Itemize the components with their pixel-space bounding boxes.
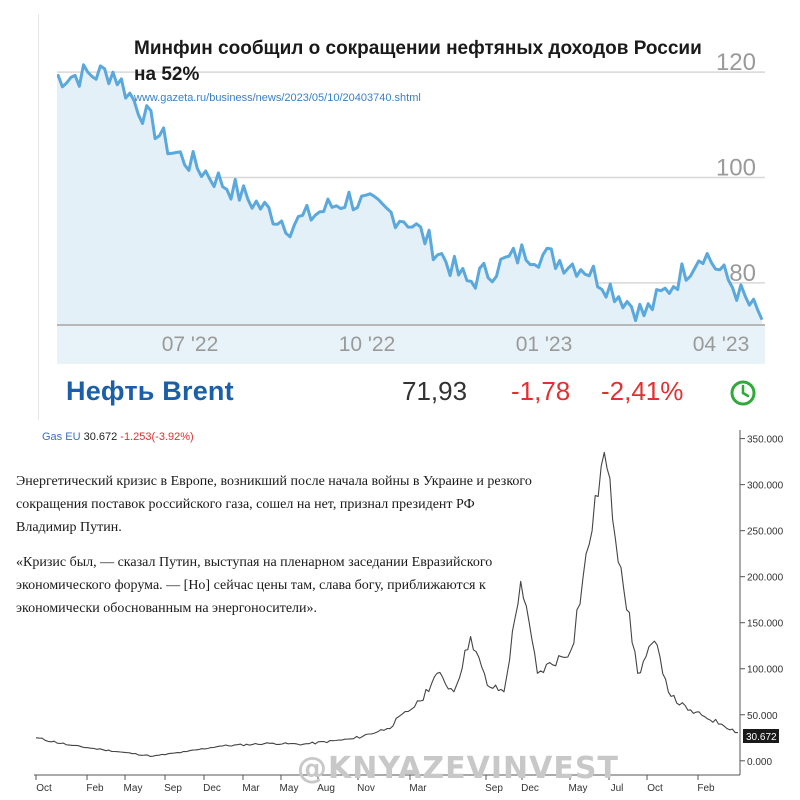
- gas-x-tick: May: [569, 783, 588, 794]
- right-frame: [768, 14, 800, 420]
- gas-chart: 350.000 300.000 250.000 200.000 150.000 100.0…: [34, 430, 784, 794]
- article-paragraph-1: Энергетический кризис в Европе, возникши…: [16, 474, 532, 535]
- gas-x-tick: Dec: [203, 783, 221, 794]
- gas-change: -1.253(-3.92%): [120, 431, 194, 443]
- gas-x-tick: Sep: [164, 783, 182, 794]
- brent-quote-row: Нефть Brent 71,93 -1,78 -2,41%: [56, 370, 768, 416]
- gas-header: Gas EU 30.672 -1.253(-3.92%): [42, 431, 194, 443]
- gas-y-tick: 350.000: [747, 435, 784, 446]
- gas-x-tick: May: [280, 783, 299, 794]
- gas-x-tick: Aug: [317, 783, 335, 794]
- gas-name: Gas EU: [42, 431, 81, 443]
- gas-x-tick: Sep: [485, 783, 503, 794]
- gas-x-tick: Feb: [697, 783, 715, 794]
- news-link[interactable]: www.gazeta.ru/business/news/2023/05/10/2…: [134, 92, 421, 104]
- brent-x-axis-band: [54, 326, 765, 364]
- gas-x-tick: Mar: [409, 783, 427, 794]
- brent-line: [53, 63, 764, 323]
- gas-y-tick: 100.000: [747, 665, 784, 676]
- gas-y-tick: 150.000: [747, 619, 784, 630]
- gas-y-tick: 200.000: [747, 573, 784, 584]
- gas-x-tick: Oct: [647, 783, 663, 794]
- brent-name: Нефть Brent: [66, 376, 234, 406]
- brent-y-tick: 80: [729, 260, 756, 287]
- gas-x-tick: Dec: [521, 783, 539, 794]
- left-frame: [38, 14, 57, 420]
- gas-x-tick: Feb: [86, 783, 104, 794]
- news-title: Минфин сообщил о сокращении нефтяных дох…: [134, 38, 702, 85]
- gas-x-tick: May: [124, 783, 143, 794]
- gas-last-marker: 30.672: [743, 729, 779, 743]
- gas-y-tick: 0.000: [747, 757, 772, 768]
- article-paragraph-2: «Кризис был, — сказал Путин, выступая на…: [16, 555, 493, 616]
- clock-icon[interactable]: [728, 378, 758, 408]
- brent-x-tick: 07 '22: [162, 333, 219, 356]
- brent-price: 71,93: [402, 376, 468, 406]
- article-text: Энергетический кризис в Европе, возникши…: [16, 470, 536, 632]
- brent-x-tick: 04 '23: [693, 333, 750, 356]
- gas-x-tick: Oct: [36, 783, 52, 794]
- brent-chart: 120 100 80 07 '22 10 '22 01 '23 04 '23: [53, 49, 765, 364]
- gas-value: 30.672: [83, 431, 118, 443]
- watermark: @KNYAZEVINVEST: [297, 751, 619, 786]
- gas-x-tick: Mar: [242, 783, 260, 794]
- brent-change-percent: -2,41%: [601, 376, 684, 406]
- gas-y-tick: 300.000: [747, 481, 784, 492]
- brent-y-tick: 120: [716, 49, 756, 76]
- gas-x-tick: Nov: [357, 783, 375, 794]
- brent-area: [54, 64, 762, 326]
- brent-x-tick: 10 '22: [339, 333, 396, 356]
- gas-last-label: 30.672: [746, 732, 777, 743]
- brent-y-tick: 100: [716, 155, 756, 182]
- brent-change: -1,78: [511, 376, 571, 406]
- brent-x-tick: 01 '23: [516, 333, 573, 356]
- gas-line: [35, 451, 738, 757]
- gas-x-tick: Jul: [611, 783, 624, 794]
- gas-y-tick: 50.000: [747, 711, 778, 722]
- gas-y-tick: 250.000: [747, 527, 784, 538]
